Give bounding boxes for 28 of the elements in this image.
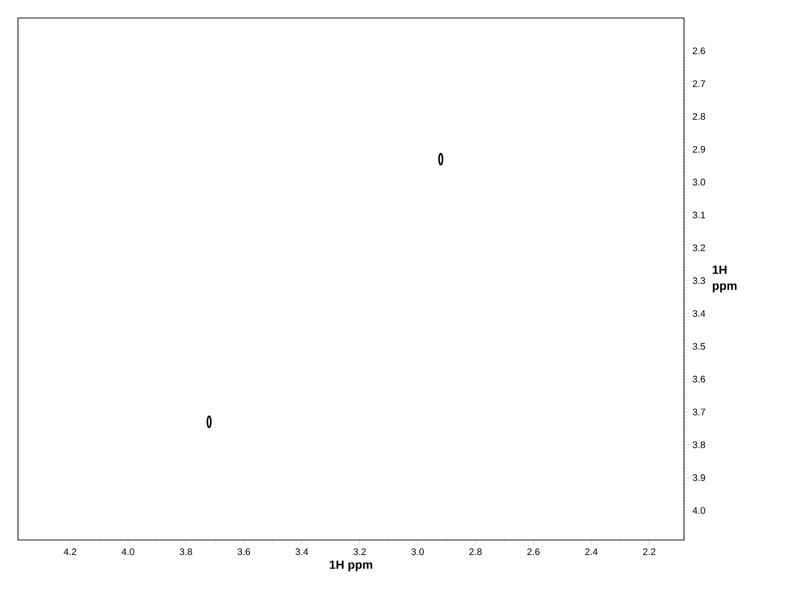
y-tick-label: 2.6: [692, 47, 706, 54]
x-tick-label: 2.4: [585, 548, 598, 555]
y-tick-label: 3.2: [692, 244, 706, 252]
x-tick-label: 2.2: [643, 548, 656, 555]
y-tick-label: 2.9: [692, 146, 706, 153]
y-tick-label: 3.1: [692, 212, 706, 218]
x-tick-label: 4.2: [64, 548, 76, 555]
x-tick-label: 3.0: [411, 548, 424, 556]
y-tick-label: 3.8: [692, 441, 706, 448]
y-tick-label: 3.0: [692, 178, 706, 186]
y-tick-label: 3.4: [692, 310, 706, 317]
y-axis-title: 1H ppm: [712, 266, 737, 292]
y-tick-label: 3.9: [692, 474, 706, 481]
y-tick-label: 2.7: [692, 80, 706, 87]
y-tick-label: 3.6: [692, 376, 706, 382]
x-tick-label: 3.8: [180, 548, 192, 556]
x-tick-label: 4.0: [122, 548, 134, 556]
x-tick-label: 2.6: [527, 548, 540, 556]
x-tick-label: 3.6: [238, 548, 250, 556]
y-tick-label: 4.0: [692, 507, 706, 514]
x-axis-title: 1H ppm: [330, 560, 372, 572]
y-tick-label: 3.7: [692, 408, 706, 416]
y-tick-label: 3.5: [692, 342, 706, 350]
x-tick-label: 2.8: [469, 548, 482, 556]
y-tick-label: 3.3: [692, 277, 706, 284]
x-tick-label: 3.2: [353, 548, 366, 556]
x-tick-label: 3.4: [296, 548, 308, 556]
y-tick-label: 2.8: [692, 113, 706, 120]
